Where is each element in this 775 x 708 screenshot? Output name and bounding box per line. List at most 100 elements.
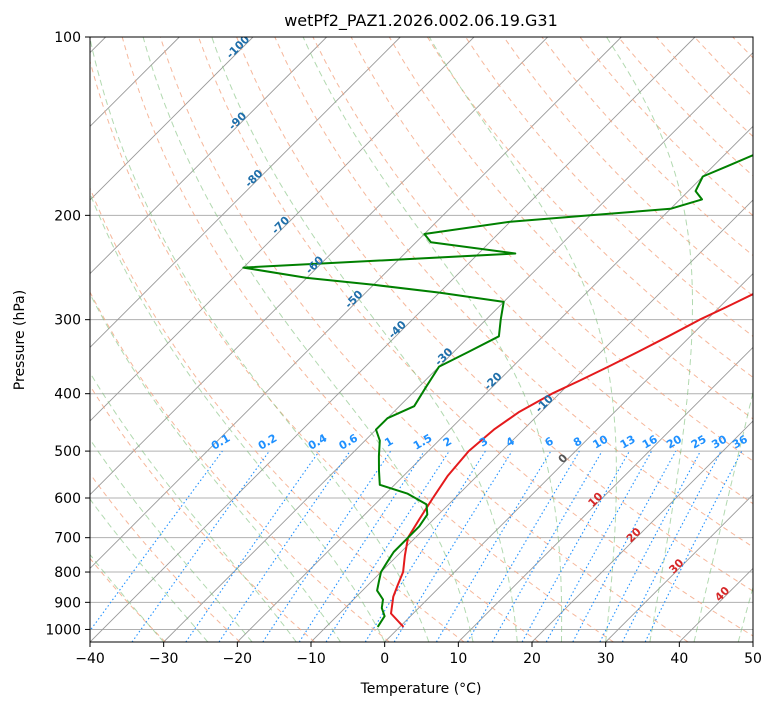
dry-adiabat-line [236, 37, 753, 592]
temperature-label: 30 [666, 556, 686, 576]
y-tick-label: 400 [54, 387, 81, 403]
dry-adiabat-line [121, 37, 614, 642]
x-tick-label: 10 [449, 651, 467, 667]
y-tick-label: 800 [54, 565, 81, 581]
y-tick-label: 700 [54, 531, 81, 547]
mixing-ratio-line [298, 450, 425, 642]
dry-adiabat-line [541, 37, 753, 257]
dry-adiabat-line [465, 37, 753, 338]
y-tick-label: 600 [54, 491, 81, 507]
mixing-ratio-label: 3 [477, 435, 490, 450]
moist-adiabat-line [428, 37, 617, 642]
isotherm-line [90, 37, 254, 201]
y-tick-label: 500 [54, 444, 81, 460]
mixing-ratio-label: 0.2 [256, 432, 279, 453]
isotherm-line [90, 37, 548, 496]
mixing-ratio-line [185, 450, 320, 642]
temperature-label: -10 [533, 392, 556, 415]
x-tick-label: −10 [296, 651, 326, 667]
temperature-label: -40 [386, 318, 409, 341]
dry-adiabat-line [159, 37, 689, 642]
y-tick-label: 900 [54, 595, 81, 611]
isotherm-line [605, 494, 753, 642]
isotherm-line [90, 37, 622, 569]
chart-title: wetPf2_PAZ1.2026.002.06.19.G31 [284, 11, 558, 31]
temperature-label: -60 [303, 253, 326, 276]
temperature-label: 40 [712, 584, 732, 604]
isotherm-line [90, 37, 696, 642]
moist-adiabat-line [90, 553, 165, 642]
y-tick-label: 300 [54, 313, 81, 329]
temperature-label: 10 [586, 490, 606, 510]
mixing-ratio-line [90, 450, 223, 632]
plot-area [90, 37, 775, 642]
dry-adiabat-line [771, 37, 775, 642]
mixing-ratio-label: 1 [382, 435, 395, 450]
isotherm-line [163, 52, 753, 642]
moist-adiabat-line [90, 438, 253, 642]
dry-adiabat-line [388, 37, 753, 420]
mixing-ratio-label: 0.1 [209, 432, 232, 453]
temperature-label: -30 [432, 345, 455, 368]
dry-adiabat-line [90, 59, 540, 642]
moist-adiabat-line [90, 192, 386, 642]
dry-adiabat-line [198, 37, 753, 637]
x-tick-label: −40 [75, 651, 105, 667]
isotherm-line [384, 273, 753, 642]
mixing-ratio-line [467, 450, 580, 642]
mixing-ratio-label: 0.4 [306, 431, 330, 452]
temperature-label: 20 [624, 525, 644, 545]
x-tick-label: 50 [744, 651, 762, 667]
dry-adiabat-line [90, 291, 390, 642]
y-axis-label: Pressure (hPa) [12, 290, 28, 390]
y-tick-label: 1000 [45, 622, 81, 638]
moist-adiabat-line [90, 293, 341, 642]
x-tick-label: −30 [149, 651, 179, 667]
x-tick-label: 40 [670, 651, 688, 667]
dry-adiabat-line [426, 37, 753, 378]
mixing-ratio-label: 6 [543, 434, 556, 449]
x-tick-label: 30 [597, 651, 615, 667]
dry-adiabat-line [274, 37, 753, 548]
moist-adiabat-line [211, 37, 518, 642]
dry-adiabat-line [90, 557, 166, 642]
moist-adiabat-line [90, 37, 430, 642]
isotherm-line [679, 567, 753, 642]
isotherm-line [752, 641, 753, 642]
moist-adiabat-line [737, 585, 753, 642]
mixing-ratio-label: 2 [441, 435, 454, 450]
isotherm-line [310, 199, 753, 642]
mixing-ratio-label: 1.5 [411, 432, 434, 453]
y-axis: 100 200 300 400 500 600 700 800 900 1000 [45, 30, 90, 638]
mixing-ratio-line [325, 450, 450, 642]
x-axis-label: Temperature (°C) [360, 681, 482, 697]
dry-adiabat-line [90, 384, 316, 642]
temperature-label: -90 [226, 109, 249, 132]
data-series [242, 154, 753, 628]
dry-adiabat-line [90, 472, 241, 642]
dewpoint-profile-line [242, 154, 753, 628]
mixing-ratio-label: 10 [591, 432, 611, 451]
mixing-ratio-line [262, 450, 392, 642]
isotherm-line [531, 420, 753, 642]
mixing-ratio-line [435, 450, 552, 642]
y-tick-label: 100 [54, 30, 81, 46]
mixing-ratio-line [521, 450, 630, 642]
isotherm-line [90, 37, 475, 422]
moist-adiabat-line [90, 371, 297, 642]
moist-adiabat-line [693, 390, 753, 642]
dry-adiabat-line [503, 37, 753, 297]
isotherm-line [237, 125, 753, 642]
x-tick-label: 0 [380, 651, 389, 667]
temperature-profile-line [390, 293, 753, 628]
plot-frame [89, 36, 754, 643]
dry-adiabat-line [90, 186, 465, 642]
temperature-label: -20 [481, 370, 504, 393]
mixing-ratio-label: 8 [571, 435, 584, 450]
x-tick-label: 20 [523, 651, 541, 667]
isotherm-line [90, 37, 401, 348]
dry-adiabat-line [694, 37, 753, 98]
mixing-ratio-label: 36 [730, 432, 750, 451]
mixing-ratio-label: 13 [618, 433, 638, 452]
